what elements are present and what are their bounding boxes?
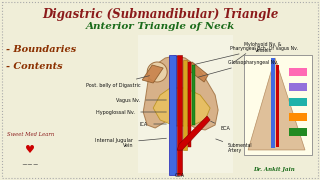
Polygon shape <box>153 88 210 126</box>
Polygon shape <box>188 62 208 82</box>
Text: ♥: ♥ <box>25 145 35 155</box>
Text: - Boundaries: - Boundaries <box>6 45 76 54</box>
FancyBboxPatch shape <box>289 98 307 106</box>
Text: Mylohyoid Nv. &
Vessels: Mylohyoid Nv. & Vessels <box>244 42 282 53</box>
FancyBboxPatch shape <box>177 150 182 175</box>
Text: ~~~: ~~~ <box>21 162 39 168</box>
Polygon shape <box>248 58 305 150</box>
Text: Submental
Artery: Submental Artery <box>216 139 253 153</box>
Polygon shape <box>143 56 218 130</box>
Text: CCA: CCA <box>175 173 185 178</box>
FancyBboxPatch shape <box>244 55 312 155</box>
Text: - Contents: - Contents <box>6 62 63 71</box>
Text: Dr. Ankit Jain: Dr. Ankit Jain <box>253 167 295 172</box>
Text: Sweet Med Learn: Sweet Med Learn <box>7 132 54 138</box>
Polygon shape <box>177 116 210 150</box>
Text: Vagus Nv.: Vagus Nv. <box>116 98 166 102</box>
FancyBboxPatch shape <box>183 60 187 150</box>
Text: Internal Jugular
Vein: Internal Jugular Vein <box>95 138 166 148</box>
Text: Glossopharyngeal Nv.: Glossopharyngeal Nv. <box>198 60 278 77</box>
Text: ICA: ICA <box>140 122 166 127</box>
Text: ECA: ECA <box>211 121 230 130</box>
FancyBboxPatch shape <box>289 128 307 136</box>
FancyBboxPatch shape <box>271 58 275 148</box>
FancyBboxPatch shape <box>138 35 233 173</box>
Circle shape <box>147 62 167 82</box>
FancyBboxPatch shape <box>276 65 279 147</box>
Text: Post. belly of Digastric: Post. belly of Digastric <box>85 76 149 87</box>
FancyBboxPatch shape <box>188 62 191 147</box>
FancyBboxPatch shape <box>289 68 307 76</box>
Text: Hypoglossal Nv.: Hypoglossal Nv. <box>96 109 166 114</box>
Text: Digastric (Submandibular) Triangle: Digastric (Submandibular) Triangle <box>42 8 278 21</box>
Polygon shape <box>142 65 163 83</box>
FancyBboxPatch shape <box>289 113 307 121</box>
Text: Pharyngeal Bch. Of Vagus Nv.: Pharyngeal Bch. Of Vagus Nv. <box>195 46 298 64</box>
FancyBboxPatch shape <box>192 65 195 125</box>
FancyBboxPatch shape <box>289 83 307 91</box>
Text: Anterior Triangle of Neck: Anterior Triangle of Neck <box>85 22 235 31</box>
FancyBboxPatch shape <box>169 55 176 175</box>
FancyBboxPatch shape <box>177 55 182 150</box>
